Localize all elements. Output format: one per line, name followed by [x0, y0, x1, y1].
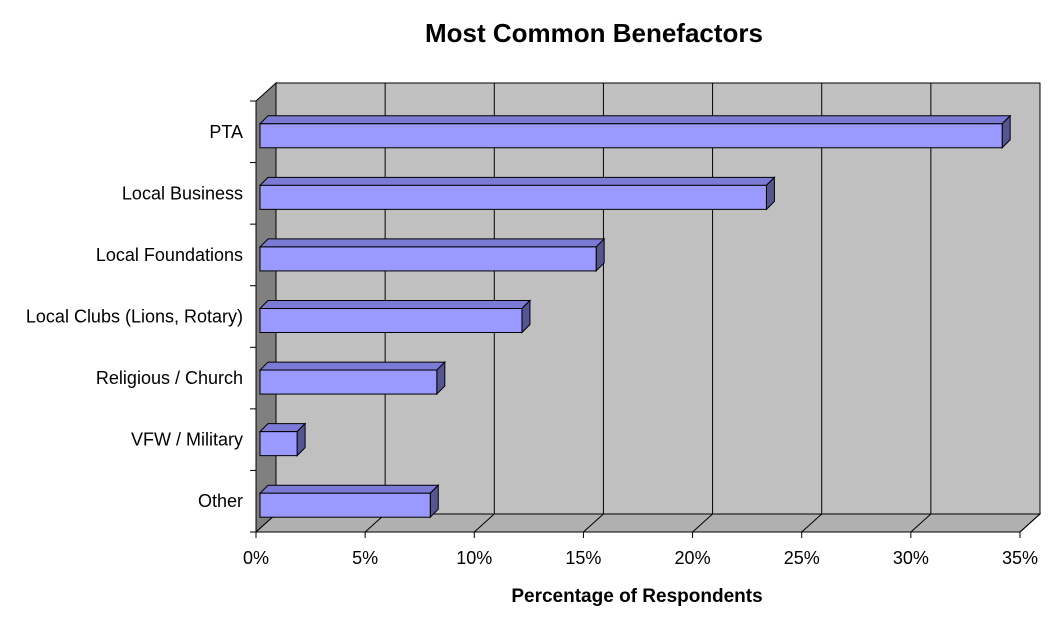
bars-group — [258, 114, 1012, 519]
category-labels: PTA Local Business Local Foundations Local … — [26, 122, 243, 511]
bar — [259, 369, 438, 395]
bar — [259, 246, 597, 272]
bar-top — [258, 300, 532, 309]
x-tick-label: 35% — [1002, 548, 1038, 568]
x-tick-label: 10% — [456, 548, 492, 568]
bar — [259, 431, 298, 457]
category-label: PTA — [209, 122, 243, 142]
grid-lines — [250, 83, 1041, 538]
category-label: Local Business — [122, 183, 243, 203]
bar — [259, 184, 767, 210]
chart-title: Most Common Benefactors — [425, 18, 763, 48]
category-label: Religious / Church — [96, 368, 243, 388]
bar-top — [258, 238, 606, 248]
bar-top — [258, 176, 776, 186]
bar — [259, 492, 431, 518]
bar — [259, 123, 1003, 149]
category-label: VFW / Military — [131, 430, 243, 450]
x-tick-label: 25% — [784, 548, 820, 568]
category-label: Other — [198, 491, 243, 511]
gridline-floor — [910, 513, 932, 533]
bar-top — [258, 115, 1012, 125]
bar-top — [258, 484, 440, 494]
x-tick-label: 20% — [675, 548, 711, 568]
x-tick-label: 15% — [565, 548, 601, 568]
gridline-floor — [473, 513, 495, 533]
gridline-floor — [1019, 513, 1041, 533]
gridline-floor — [692, 513, 713, 533]
x-tick-label: 30% — [893, 548, 929, 568]
bar — [259, 308, 523, 333]
x-axis-title: Percentage of Respondents — [511, 586, 762, 607]
category-label: Local Foundations — [96, 245, 243, 265]
tick-labels: 0% 5% 10% 15% 20% 25% 30% 35% — [243, 548, 1038, 568]
x-tick-label: 0% — [243, 548, 269, 568]
gridline-floor — [801, 513, 823, 533]
x-tick-label: 5% — [352, 548, 378, 568]
category-label: Local Clubs (Lions, Rotary) — [26, 307, 243, 327]
bar-top — [258, 361, 447, 371]
gridline-floor — [583, 513, 604, 533]
